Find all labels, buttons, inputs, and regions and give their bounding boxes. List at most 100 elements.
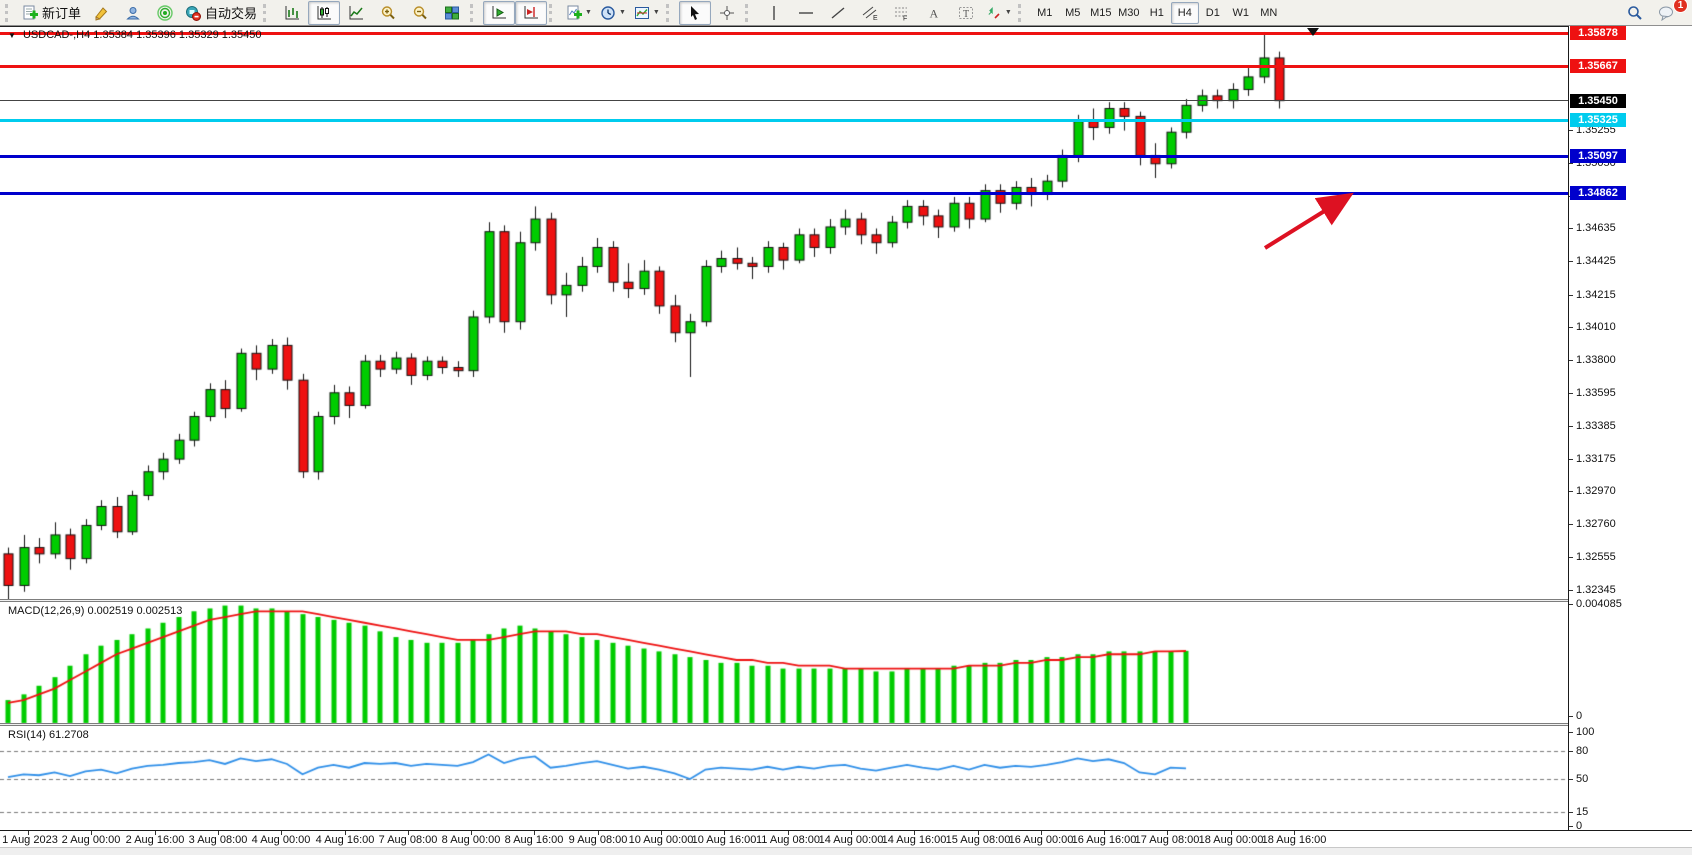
time-axis-label: 4 Aug 00:00: [251, 834, 311, 846]
timeframe-m15-button[interactable]: M15: [1090, 6, 1112, 19]
time-axis-label: 16 Aug 16:00: [1071, 834, 1137, 846]
price-axis-tick: 1.32970: [1569, 485, 1616, 498]
trendline-button[interactable]: [822, 1, 854, 25]
toolbar-grip[interactable]: [665, 3, 675, 22]
search-button[interactable]: [1619, 1, 1651, 25]
indicators-dropdown[interactable]: ▼: [562, 1, 596, 25]
price-axis-tick: 1.34010: [1569, 321, 1616, 334]
crosshair-button[interactable]: [711, 1, 743, 25]
svg-text:T: T: [963, 9, 969, 20]
time-axis-label: 10 Aug 16:00: [691, 834, 757, 846]
timeframe-m1-button[interactable]: M1: [1037, 6, 1053, 19]
horizontal-line-object[interactable]: [0, 119, 1568, 122]
text-button[interactable]: A: [918, 1, 950, 25]
chart-shift-marker[interactable]: [1307, 28, 1319, 36]
chevron-down-icon: ▼: [585, 9, 592, 16]
vertical-line-button[interactable]: [758, 1, 790, 25]
chart-ohlc-values: 1.35384 1.35396 1.35329 1.35450: [93, 29, 262, 41]
horizontal-line-button[interactable]: [790, 1, 822, 25]
notifications-button[interactable]: 1: [1651, 0, 1688, 25]
toolbar-grip[interactable]: [1017, 3, 1027, 22]
zoom-out-button[interactable]: [404, 1, 436, 25]
zoom-in-button[interactable]: [372, 1, 404, 25]
status-strip: [0, 847, 1692, 855]
tile-windows-button[interactable]: [436, 1, 468, 25]
price-chart-canvas[interactable]: [0, 26, 1568, 600]
toolbar-grip[interactable]: [5, 3, 14, 22]
horizontal-line-object[interactable]: [0, 155, 1568, 158]
price-axis-tick: 1.32760: [1569, 518, 1616, 531]
profile-button[interactable]: [117, 1, 149, 25]
time-axis[interactable]: 1 Aug 2023 2 Aug 00:00 2 Aug 16:00 3 Aug 08…: [0, 830, 1692, 848]
toolbar-grip[interactable]: [549, 3, 558, 22]
time-axis-tick: [1104, 831, 1105, 835]
new-order-button[interactable]: 新订单: [18, 1, 85, 25]
macd-label: MACD(12,26,9) 0.002519 0.002513: [8, 605, 183, 617]
notification-count-badge: 1: [1673, 0, 1688, 13]
price-axis[interactable]: 1.35878 1.35667 1.35450 1.35325 1.35097 1.348…: [1568, 26, 1692, 848]
label-icon: T: [958, 6, 973, 20]
candlestick-chart-button[interactable]: [308, 0, 341, 25]
timeframe-h1-button[interactable]: H1: [1149, 6, 1164, 19]
timeframe-m30-button[interactable]: M30: [1118, 6, 1140, 19]
line-chart-button[interactable]: [340, 1, 372, 25]
macd-panel-divider[interactable]: [0, 599, 1568, 602]
time-axis-label: 11 Aug 08:00: [755, 834, 821, 846]
time-axis-tick: [91, 831, 92, 835]
autotrading-icon: [186, 5, 202, 21]
line-chart-icon: [349, 5, 364, 19]
horizontal-line-object[interactable]: [0, 100, 1568, 101]
cursor-button[interactable]: [678, 0, 711, 25]
toolbar-grip[interactable]: [263, 3, 272, 22]
cursor-icon: [690, 5, 699, 20]
text-label-button[interactable]: T: [950, 1, 982, 25]
price-axis-tick: 1.35255: [1569, 124, 1616, 137]
toolbar-grip[interactable]: [744, 3, 754, 22]
bar-chart-button[interactable]: [276, 1, 308, 25]
timeframe-d1-button[interactable]: D1: [1205, 6, 1220, 19]
time-axis-label: 2 Aug 16:00: [125, 834, 185, 846]
templates-icon: [634, 6, 649, 19]
price-level-badge: 1.35097: [1570, 149, 1626, 163]
fibonacci-button[interactable]: F: [886, 1, 918, 25]
price-level-badge: 1.35667: [1570, 59, 1626, 73]
channel-icon: E: [862, 6, 878, 21]
toolbar: 新订单: [0, 0, 1692, 26]
svg-text:A: A: [929, 6, 938, 20]
auto-scroll-button[interactable]: [483, 0, 516, 25]
styler-button[interactable]: [85, 1, 117, 25]
signals-button[interactable]: [149, 1, 181, 25]
time-axis-tick: [851, 831, 852, 835]
horizontal-line-object[interactable]: [0, 65, 1568, 68]
horizontal-line-object[interactable]: [0, 192, 1568, 195]
timeframe-w1-button[interactable]: W1: [1232, 6, 1250, 19]
horizontal-line-object[interactable]: [0, 32, 1568, 35]
autotrading-button[interactable]: 自动交易: [181, 1, 261, 25]
time-axis-label: 17 Aug 08:00: [1134, 834, 1200, 846]
chart-symbol-period: USDCAD-,H4: [22, 29, 91, 41]
time-axis-label: 18 Aug 00:00: [1198, 834, 1264, 846]
time-axis-tick: [345, 831, 346, 835]
toolbar-grip[interactable]: [470, 3, 479, 22]
timeframe-m5-button[interactable]: M5: [1065, 6, 1081, 19]
rsi-panel-divider[interactable]: [0, 723, 1568, 726]
timeframe-h4-button[interactable]: H4: [1170, 1, 1199, 24]
macd-axis-max: 0.004085: [1569, 598, 1622, 611]
one-click-trading-toggle-icon[interactable]: ▼: [8, 31, 16, 40]
price-axis-tick: 1.34425: [1569, 255, 1616, 268]
periods-dropdown[interactable]: ▼: [596, 1, 630, 25]
rsi-level-50: 50: [1569, 773, 1588, 786]
profile-icon: [126, 6, 140, 19]
new-order-label: 新订单: [42, 6, 82, 21]
timeframe-mn-button[interactable]: MN: [1260, 6, 1278, 19]
rsi-panel-canvas[interactable]: [0, 726, 1568, 830]
chart-shift-button[interactable]: [515, 0, 548, 25]
time-axis-label: 9 Aug 08:00: [568, 834, 628, 846]
macd-panel-canvas[interactable]: [0, 602, 1568, 724]
time-axis-tick: [978, 831, 979, 835]
time-axis-label: 14 Aug 00:00: [818, 834, 884, 846]
equidistant-channel-button[interactable]: E: [854, 1, 886, 25]
arrows-dropdown[interactable]: ▼: [982, 1, 1016, 25]
templates-dropdown[interactable]: ▼: [630, 1, 664, 25]
